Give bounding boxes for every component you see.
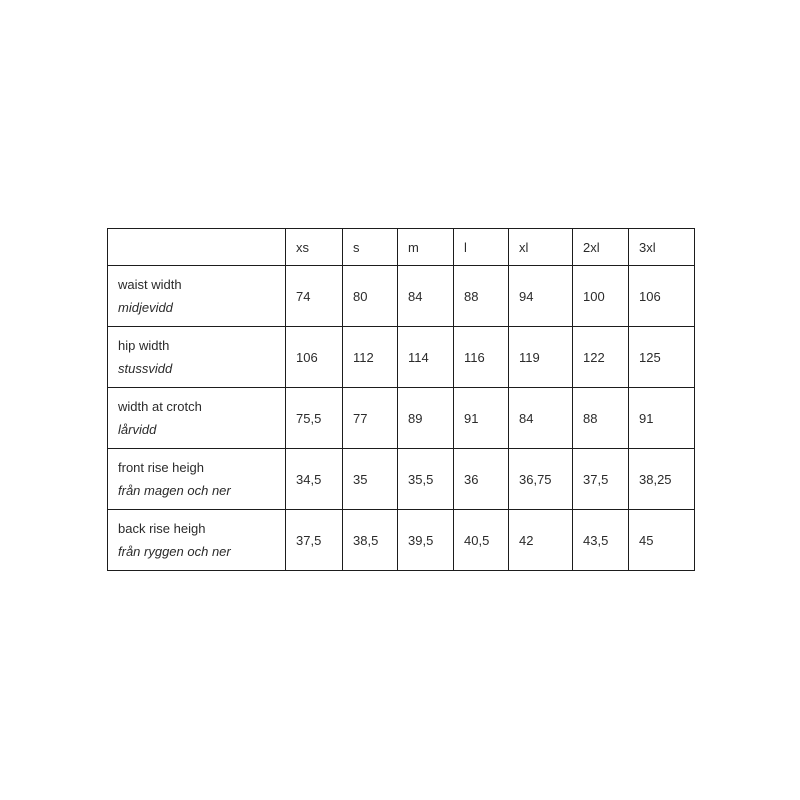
measurement-value-cell: 114 [397, 326, 454, 388]
measurement-value-cell: 94 [508, 265, 573, 327]
measurement-label-sv: midjevidd [118, 299, 173, 315]
measurement-value-cell: 106 [628, 265, 695, 327]
measurement-value-cell: 112 [342, 326, 398, 388]
measurement-value-cell: 38,25 [628, 448, 695, 510]
measurement-value-cell: 36,75 [508, 448, 573, 510]
table-row-front-rise-heigh: front rise heigh från magen och ner 34,5… [107, 448, 695, 510]
measurement-value-cell: 39,5 [397, 509, 454, 571]
header-row: xs s m l xl 2xl 3xl [107, 228, 695, 266]
measurement-label-cell: width at crotch lårvidd [107, 387, 286, 449]
measurement-value-cell: 37,5 [572, 448, 629, 510]
measurement-value-cell: 84 [397, 265, 454, 327]
size-column-header-2xl: 2xl [572, 228, 629, 266]
measurement-label-en: waist width [118, 276, 182, 292]
measurement-value-cell: 116 [453, 326, 509, 388]
size-column-header-xs: xs [285, 228, 343, 266]
table-row-waist-width: waist width midjevidd 74 80 84 88 94 100… [107, 265, 695, 327]
measurement-value-cell: 88 [453, 265, 509, 327]
size-chart-table: xs s m l xl 2xl 3xl waist width midjevid… [107, 228, 695, 571]
measurement-label-cell: hip width stussvidd [107, 326, 286, 388]
table-row-hip-width: hip width stussvidd 106 112 114 116 119 … [107, 326, 695, 388]
measurement-value-cell: 35 [342, 448, 398, 510]
measurement-value-cell: 89 [397, 387, 454, 449]
size-chart-container: xs s m l xl 2xl 3xl waist width midjevid… [107, 228, 695, 571]
measurement-value-cell: 91 [628, 387, 695, 449]
measurement-value-cell: 88 [572, 387, 629, 449]
measurement-value-cell: 35,5 [397, 448, 454, 510]
measurement-value-cell: 119 [508, 326, 573, 388]
measurement-label-en: front rise heigh [118, 459, 204, 475]
measurement-label-sv: från ryggen och ner [118, 543, 231, 559]
measurement-value-cell: 77 [342, 387, 398, 449]
measurement-label-en: back rise heigh [118, 520, 206, 536]
measurement-value-cell: 45 [628, 509, 695, 571]
measurement-value-cell: 43,5 [572, 509, 629, 571]
measurement-value-cell: 84 [508, 387, 573, 449]
size-column-header-l: l [453, 228, 509, 266]
measurement-value-cell: 80 [342, 265, 398, 327]
measurement-value-cell: 36 [453, 448, 509, 510]
measurement-label-sv: stussvidd [118, 360, 173, 376]
measurement-value-cell: 74 [285, 265, 343, 327]
measurement-value-cell: 100 [572, 265, 629, 327]
size-column-header-xl: xl [508, 228, 573, 266]
measurement-value-cell: 37,5 [285, 509, 343, 571]
table-row-back-rise-heigh: back rise heigh från ryggen och ner 37,5… [107, 509, 695, 571]
size-column-header-3xl: 3xl [628, 228, 695, 266]
measurement-label-cell: back rise heigh från ryggen och ner [107, 509, 286, 571]
measurement-value-cell: 122 [572, 326, 629, 388]
measurement-label-cell: waist width midjevidd [107, 265, 286, 327]
table-row-width-at-crotch: width at crotch lårvidd 75,5 77 89 91 84… [107, 387, 695, 449]
measurement-value-cell: 75,5 [285, 387, 343, 449]
measurement-label-en: width at crotch [118, 398, 202, 414]
measurement-value-cell: 91 [453, 387, 509, 449]
measurement-label-cell: front rise heigh från magen och ner [107, 448, 286, 510]
measurement-value-cell: 125 [628, 326, 695, 388]
measurement-value-cell: 106 [285, 326, 343, 388]
size-column-header-s: s [342, 228, 398, 266]
corner-cell [107, 228, 286, 266]
measurement-value-cell: 38,5 [342, 509, 398, 571]
size-column-header-m: m [397, 228, 454, 266]
measurement-value-cell: 40,5 [453, 509, 509, 571]
measurement-label-en: hip width [118, 337, 170, 353]
measurement-value-cell: 34,5 [285, 448, 343, 510]
measurement-value-cell: 42 [508, 509, 573, 571]
measurement-label-sv: från magen och ner [118, 482, 231, 498]
measurement-label-sv: lårvidd [118, 421, 157, 437]
